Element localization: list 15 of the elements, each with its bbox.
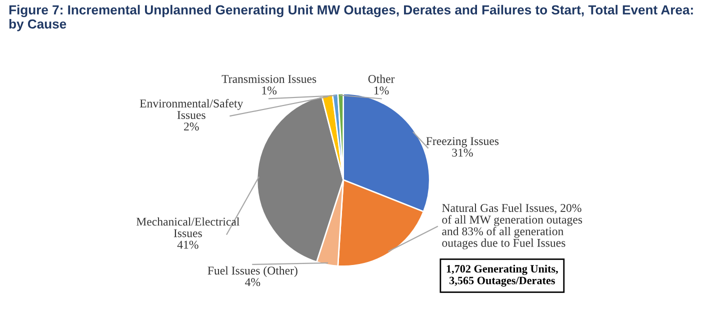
slice-label: Transmission Issues	[222, 75, 316, 83]
slice-label: Other	[368, 74, 395, 83]
slice-label: Freezing Issues	[426, 137, 499, 148]
data-label: 1%	[374, 86, 389, 95]
slice-label: Mechanical/Electrical Issues	[136, 217, 240, 238]
chart-title: Figure 7: Incremental Unplanned Generating Unit MW Outages, Derates and Failures to Start, Total Event Area: by Cause	[9, 4, 693, 32]
data-label: 1%	[262, 86, 277, 95]
slice-label: Environmental/Safety Issues	[140, 99, 244, 119]
data-label: 31%	[452, 148, 473, 157]
slice-label: Fuel Issues (Other)	[208, 266, 298, 277]
slice-label: Natural Gas Fuel Issues, 20% of all MW generation outages and 83% of all generation outages due to Fuel Issues	[442, 204, 582, 250]
text: 1,702 Generating Units, 3,565 Outages/Derates	[446, 264, 558, 287]
data-label: 2%	[184, 122, 199, 131]
data-label: 41%	[177, 240, 198, 249]
data-label: 4%	[245, 278, 260, 286]
